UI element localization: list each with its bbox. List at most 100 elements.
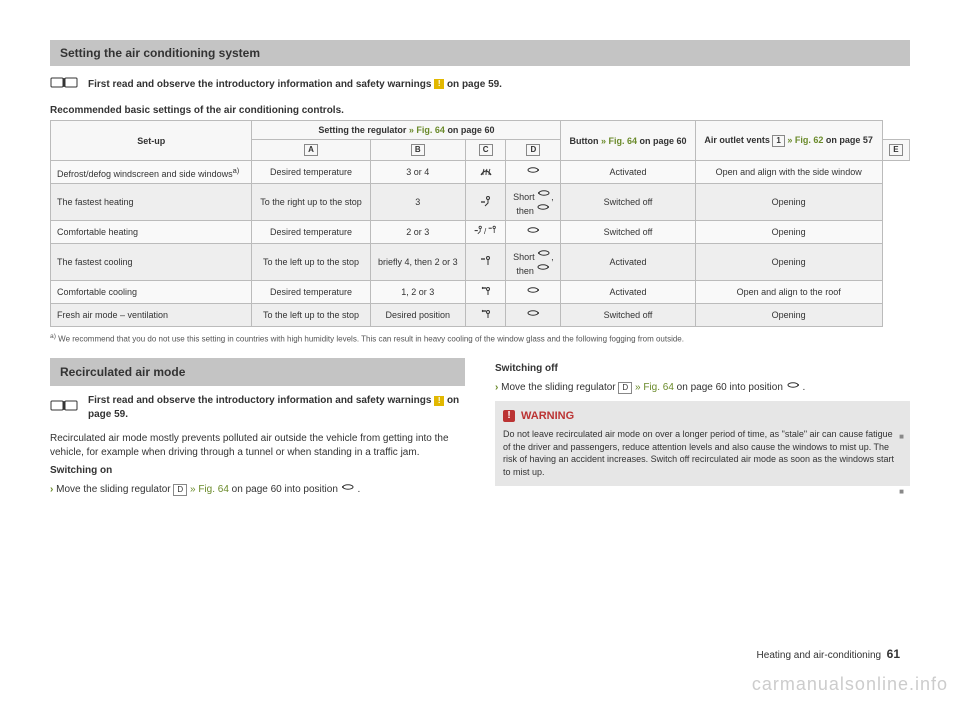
cell-d: Short ,then: [506, 184, 561, 221]
cell-e: Activated: [561, 244, 695, 281]
cell-d: [506, 221, 561, 244]
table-row: Fresh air mode – ventilation To the left…: [51, 304, 910, 327]
th-col-d: D: [506, 140, 561, 161]
cell-a: To the left up to the stop: [252, 304, 370, 327]
cell-a: Desired temperature: [252, 281, 370, 304]
cell-c: [466, 221, 506, 244]
feet-icon: [479, 195, 493, 207]
warning-body: Do not leave recirculated air mode on ov…: [503, 428, 902, 478]
cell-b: 1, 2 or 3: [370, 281, 465, 304]
recirc-off-icon: [786, 380, 800, 390]
table-footnote: a) We recommend that you do not use this…: [50, 333, 910, 344]
two-col: Recirculated air mode First read and obs…: [50, 358, 910, 502]
section1-title: Setting the air conditioning system: [50, 40, 910, 66]
switch-on-head: Switching on: [50, 464, 465, 478]
th-setup: Set-up: [51, 121, 252, 161]
recirc-off-icon: [526, 308, 540, 320]
defrost-icon: [479, 165, 493, 177]
end-mark: ■: [899, 432, 904, 441]
cell-a: To the right up to the stop: [252, 184, 370, 221]
intro-text-2: First read and observe the introductory …: [88, 394, 465, 422]
th-col-c: C: [466, 140, 506, 161]
recirc-off-icon: [536, 262, 550, 274]
book-icon: [50, 397, 78, 420]
cell-c: [466, 244, 506, 281]
right-col: Switching off › Move the sliding regulat…: [495, 358, 910, 502]
cell-a: Desired temperature: [252, 161, 370, 184]
end-mark-2: ■: [899, 486, 904, 497]
settings-table: Set-up Setting the regulator » Fig. 64 o…: [50, 120, 910, 327]
recirc-on-icon: [341, 482, 355, 492]
table-row: The fastest heating To the right up to t…: [51, 184, 910, 221]
section2-intro: First read and observe the introductory …: [50, 394, 465, 422]
cell-e: Switched off: [561, 304, 695, 327]
cell-b: 3: [370, 184, 465, 221]
cell-e: Switched off: [561, 184, 695, 221]
table-row: The fastest cooling To the left up to th…: [51, 244, 910, 281]
th-col-a: A: [252, 140, 370, 161]
recirc-off-icon: [526, 285, 540, 297]
warning-head: ! WARNING: [503, 409, 902, 424]
recirc-off-icon: [526, 225, 540, 237]
face-up-icon: [479, 285, 493, 297]
cell-vents: Opening: [695, 221, 882, 244]
cell-setup: Defrost/defog windscreen and side window…: [51, 161, 252, 184]
th-regulator: Setting the regulator » Fig. 64 on page …: [252, 121, 561, 140]
cell-vents: Open and align with the side window: [695, 161, 882, 184]
cell-e: Switched off: [561, 221, 695, 244]
cell-setup: The fastest heating: [51, 184, 252, 221]
warn-icon: !: [434, 396, 444, 406]
page: Setting the air conditioning system Firs…: [0, 0, 960, 701]
recirc-off-icon: [536, 202, 550, 214]
cell-vents: Opening: [695, 304, 882, 327]
cell-b: briefly 4, then 2 or 3: [370, 244, 465, 281]
cell-a: Desired temperature: [252, 221, 370, 244]
cell-c: [466, 161, 506, 184]
face-icon: [479, 255, 493, 267]
cell-setup: Comfortable cooling: [51, 281, 252, 304]
table-row: Comfortable heating Desired temperature …: [51, 221, 910, 244]
th-vents: Air outlet vents 1 » Fig. 62 on page 57: [695, 121, 882, 161]
section2-title: Recirculated air mode: [50, 358, 465, 387]
para1: Recirculated air mode mostly prevents po…: [50, 432, 465, 460]
cell-vents: Opening: [695, 184, 882, 221]
table-row: Defrost/defog windscreen and side window…: [51, 161, 910, 184]
th-col-e: E: [882, 140, 909, 161]
switch-off-head: Switching off: [495, 362, 910, 376]
page-footer: Heating and air-conditioning 61: [757, 647, 900, 661]
cell-c: [466, 281, 506, 304]
cell-d: [506, 304, 561, 327]
switch-on-line: › Move the sliding regulator D » Fig. 64…: [50, 482, 465, 497]
left-col: Recirculated air mode First read and obs…: [50, 358, 465, 502]
face-up-icon: [479, 308, 493, 320]
cell-b: Desired position: [370, 304, 465, 327]
warning-icon: !: [503, 410, 515, 422]
warn-icon: !: [434, 79, 444, 89]
th-col-b: B: [370, 140, 465, 161]
switch-off-line: › Move the sliding regulator D » Fig. 64…: [495, 380, 910, 395]
cell-b: 3 or 4: [370, 161, 465, 184]
section1-intro: First read and observe the introductory …: [50, 74, 910, 95]
watermark: carmanualsonline.info: [752, 674, 948, 695]
cell-c: [466, 184, 506, 221]
feet-face-icon: [473, 225, 499, 237]
recirc-on-icon: [537, 188, 551, 200]
book-icon: [50, 74, 78, 95]
cell-a: To the left up to the stop: [252, 244, 370, 281]
th-button: Button » Fig. 64 on page 60: [561, 121, 695, 161]
table-row: Comfortable cooling Desired temperature …: [51, 281, 910, 304]
cell-d: [506, 161, 561, 184]
cell-c: [466, 304, 506, 327]
cell-setup: Comfortable heating: [51, 221, 252, 244]
cell-b: 2 or 3: [370, 221, 465, 244]
intro-text: First read and observe the introductory …: [88, 79, 502, 90]
cell-e: Activated: [561, 281, 695, 304]
recirc-on-icon: [537, 248, 551, 260]
cell-vents: Open and align to the roof: [695, 281, 882, 304]
cell-vents: Opening: [695, 244, 882, 281]
cell-setup: Fresh air mode – ventilation: [51, 304, 252, 327]
cell-setup: The fastest cooling: [51, 244, 252, 281]
recirc-off-icon: [526, 165, 540, 177]
cell-e: Activated: [561, 161, 695, 184]
table-subtitle: Recommended basic settings of the air co…: [50, 105, 910, 116]
